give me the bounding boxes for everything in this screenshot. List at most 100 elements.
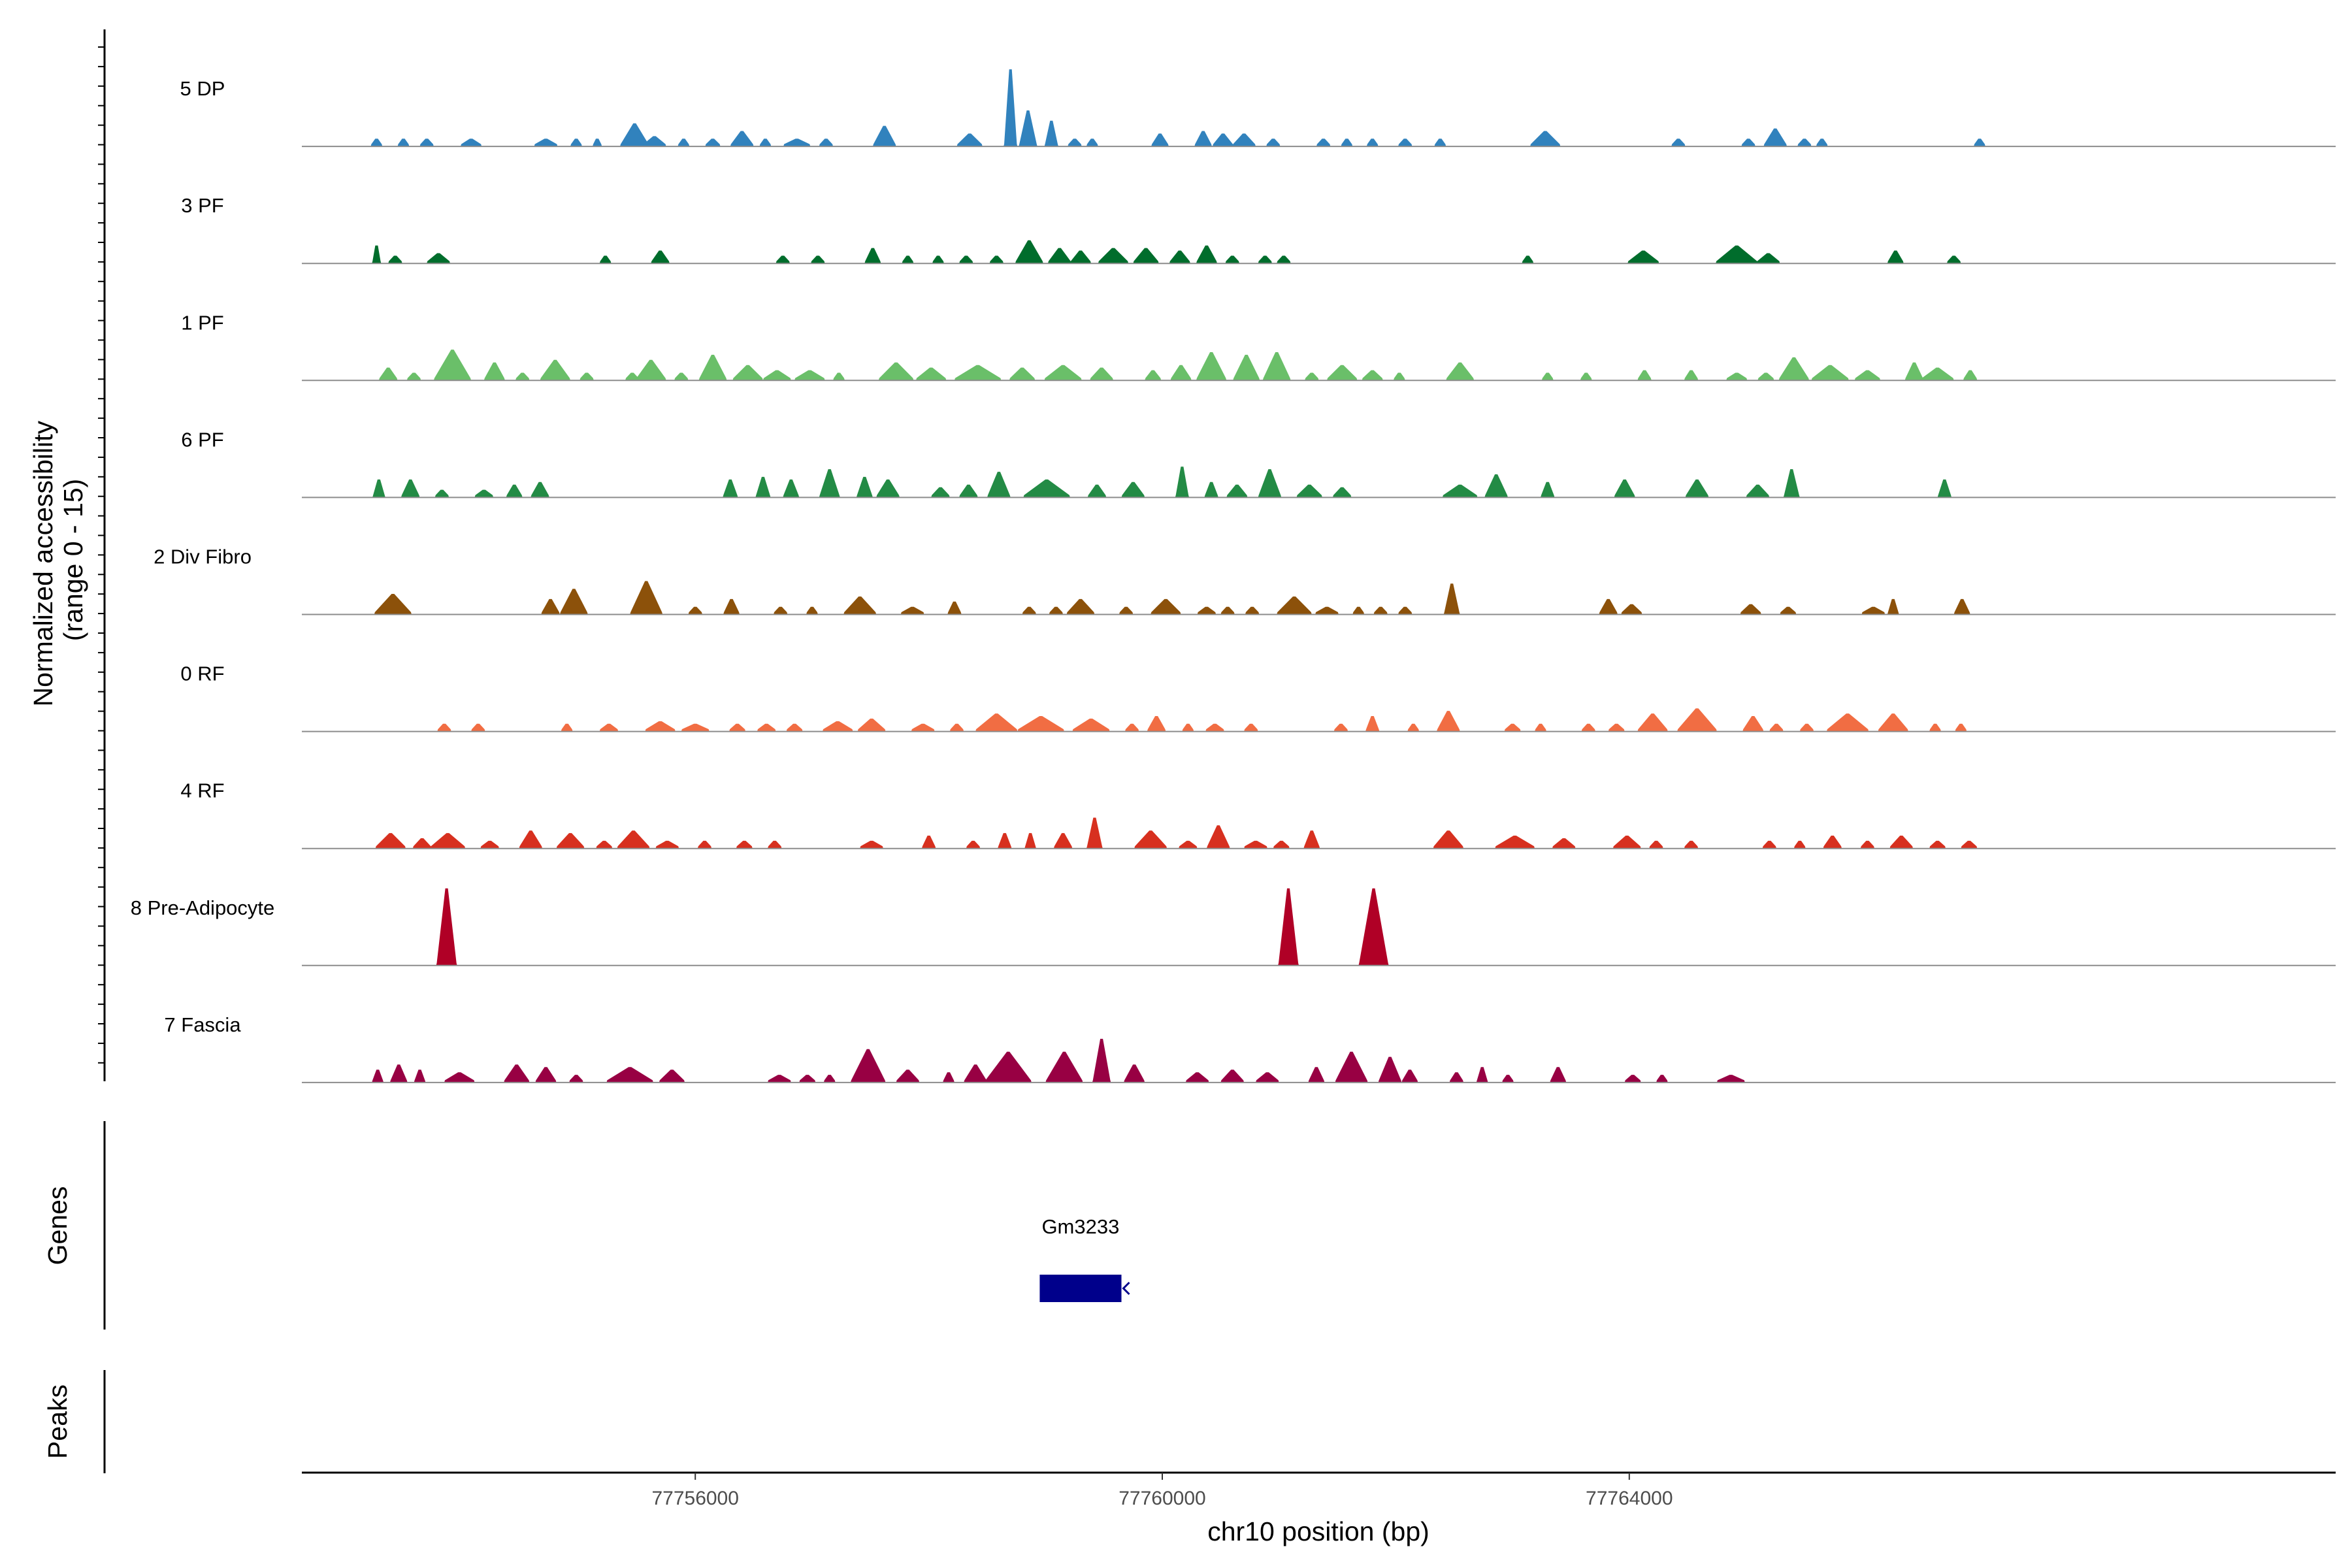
coverage-peak — [698, 355, 727, 381]
coverage-peak — [593, 139, 602, 147]
coverage-peak — [916, 367, 947, 381]
coverage-peak — [794, 370, 825, 381]
gene-label: Gm3233 — [1041, 1215, 1119, 1238]
coverage-peak — [1232, 133, 1256, 147]
track-8-pre-adipocyte: 8 Pre-Adipocyte — [131, 888, 2336, 966]
coverage-peak — [372, 245, 382, 264]
coverage-peak — [1206, 825, 1230, 849]
coverage-peak — [1449, 1072, 1464, 1083]
coverage-peak — [688, 606, 702, 615]
coverage-peak — [1861, 606, 1886, 615]
coverage-peak — [1220, 1070, 1245, 1083]
peaks-panel-title: Peaks — [42, 1384, 73, 1459]
coverage-peak — [1296, 484, 1322, 498]
coverage-peak — [943, 1072, 955, 1083]
coverage-peak — [372, 479, 385, 498]
coverage-peak — [857, 718, 886, 732]
coverage-peak — [1015, 240, 1043, 264]
coverage-peak — [1305, 372, 1319, 381]
coverage-peak — [519, 830, 543, 849]
coverage-peak — [697, 840, 712, 849]
coverage-peak — [1793, 840, 1806, 849]
track-0-rf: 0 RF — [180, 662, 2336, 732]
coverage-peak — [406, 372, 421, 381]
coverage-peak — [823, 721, 853, 732]
coverage-peak — [1446, 362, 1475, 381]
coverage-peak — [1151, 598, 1181, 615]
coverage-peak — [515, 372, 530, 381]
track-label-2-div-fibro: 2 Div Fibro — [154, 546, 252, 568]
coverage-peak — [1797, 139, 1812, 147]
coverage-peak — [606, 1067, 653, 1083]
gene-annotations: Gm3233 — [1039, 1215, 1130, 1302]
coverage-peak — [783, 139, 811, 147]
coverage-peak — [1019, 110, 1037, 147]
track-1-pf: 1 PF — [181, 311, 2336, 382]
coverage-peak — [1746, 484, 1770, 498]
coverage-peak — [681, 723, 710, 732]
coverage-peak — [1504, 723, 1521, 732]
x-tick-label: 77764000 — [1586, 1488, 1673, 1509]
coverage-peak — [1277, 255, 1291, 264]
coverage-peak — [1637, 713, 1668, 732]
coverage-peak — [774, 606, 788, 615]
coverage-peak — [1151, 133, 1169, 147]
coverage-peak — [732, 365, 763, 381]
coverage-peak — [757, 723, 776, 732]
coverage-peak — [783, 479, 800, 498]
coverage-peak — [1887, 250, 1904, 264]
coverage-peak — [535, 1067, 557, 1083]
coverage-peak — [1442, 484, 1478, 498]
coverage-peak — [1266, 139, 1281, 147]
x-axis-ticks: 77756000 77760000 77764000 — [651, 1473, 1673, 1509]
coverage-peak — [1398, 139, 1413, 147]
coverage-peak — [1854, 370, 1881, 381]
coverage-peak — [642, 136, 666, 147]
coverage-peak — [964, 1064, 987, 1083]
coverage-peak — [480, 840, 499, 849]
track-label-6-pf: 6 PF — [181, 428, 223, 451]
coverage-peak — [1398, 606, 1413, 615]
coverage-peak — [1378, 1056, 1402, 1083]
coverage-peak — [1550, 1067, 1567, 1083]
coverage-peak — [1778, 357, 1810, 381]
coverage-peak — [1826, 713, 1869, 732]
coverage-peak — [1649, 840, 1663, 849]
coverage-peak — [1637, 370, 1652, 381]
coverage-peak — [1621, 604, 1642, 615]
coverage-peak — [1366, 139, 1379, 147]
coverage-peak — [1169, 250, 1190, 264]
coverage-peak — [1599, 598, 1618, 615]
coverage-peak — [1860, 840, 1875, 849]
coverage-peak — [954, 365, 1002, 381]
coverage-peak — [1799, 723, 1814, 732]
coverage-peak — [1145, 370, 1162, 381]
coverage-peak — [370, 139, 383, 147]
coverage-peak — [1273, 840, 1290, 849]
coverage-peak — [959, 484, 978, 498]
coverage-peak — [1196, 352, 1227, 381]
coverage-peak — [1119, 606, 1134, 615]
coverage-peak — [1433, 830, 1464, 849]
coverage-peak — [975, 713, 1018, 732]
coverage-peak — [414, 1070, 426, 1083]
coverage-peak — [1147, 716, 1166, 732]
coverage-peak — [1407, 723, 1420, 732]
coverage-peak — [949, 723, 964, 732]
coverage-peak — [1961, 840, 1978, 849]
coverage-peak — [1878, 713, 1908, 732]
coverage-peak — [570, 139, 582, 147]
coverage-peak — [1124, 1064, 1145, 1083]
coverage-peak — [388, 255, 402, 264]
coverage-peak — [1716, 245, 1758, 264]
coverage-peak — [1929, 840, 1946, 849]
coverage-peak — [819, 469, 840, 498]
coverage-peak — [1624, 1075, 1641, 1083]
y-axis-title: Normalized accessibility (range 0 - 15) — [28, 414, 88, 707]
coverage-peak — [921, 836, 936, 849]
coverage-peak — [1929, 723, 1941, 732]
coverage-peak — [483, 362, 505, 381]
coverage-peak — [444, 1072, 475, 1083]
coverage-peak — [1044, 365, 1082, 381]
coverage-peak — [896, 1070, 920, 1083]
